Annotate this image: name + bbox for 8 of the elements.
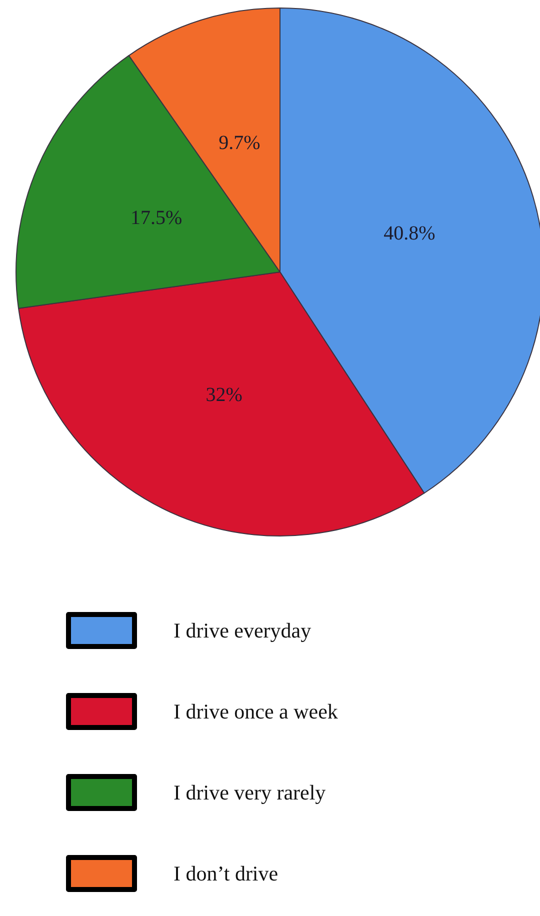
legend-label: I drive everyday — [174, 618, 312, 642]
legend-label: I don’t drive — [174, 862, 278, 886]
data-label: 17.5% — [130, 206, 182, 229]
data-label: 40.8% — [384, 222, 436, 245]
data-label: 9.7% — [218, 132, 260, 154]
data-label: 32% — [206, 384, 242, 406]
legend-label: I drive very rarely — [174, 780, 326, 804]
legend-label: I drive once a week — [174, 700, 338, 724]
